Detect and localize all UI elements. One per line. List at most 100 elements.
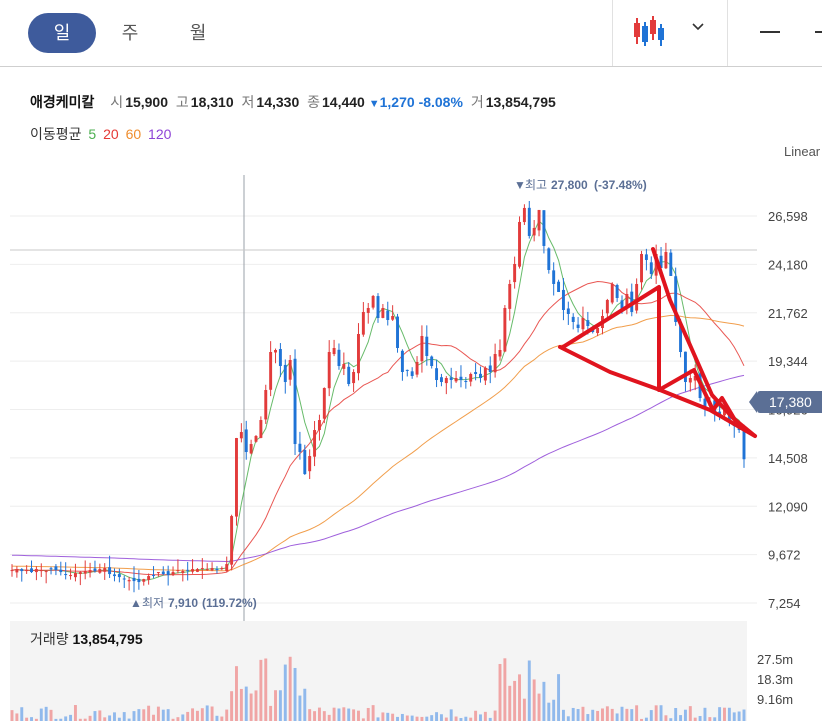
candle [635,278,639,314]
candle [435,359,439,388]
ma-label: 이동평균 [30,126,82,142]
candle [420,325,424,373]
candle [669,249,673,276]
candle [630,283,634,317]
candle [303,444,307,475]
tab-monthly[interactable]: 월 [189,23,207,43]
candles [10,200,746,593]
candle [127,576,131,591]
y-tick-label: 19,344 [768,354,808,369]
candle [601,309,604,335]
candle [659,247,663,270]
candle [552,262,556,296]
volume-label: 거 [470,94,484,110]
annotation-high-value: 27,800 [551,178,588,192]
candle [171,566,175,577]
tab-weekly[interactable]: 주 [121,23,139,43]
candle [576,317,580,333]
candle [30,560,33,573]
ma-60[interactable]: 60 [125,126,142,142]
candle [152,566,155,579]
candle [674,267,678,326]
annotation-low-value: 7,910 [168,596,198,610]
down-arrow-icon: ▼ [368,98,380,110]
candle [469,372,473,387]
candle [113,568,116,582]
y-tick-label: 12,090 [768,499,808,514]
candle [688,369,692,392]
scale-toggle[interactable]: Linear [784,144,821,159]
candle [644,248,648,271]
candle [561,277,565,321]
candle [191,559,195,574]
candle [83,560,87,580]
candle [278,343,282,377]
open-value: 15,900 [125,94,169,110]
candle [649,256,653,280]
candle [415,356,419,378]
candle [474,363,478,381]
open-label: 시 [110,94,124,110]
candle [166,565,170,586]
volume-value: 13,854,795 [485,94,556,110]
tab-daily[interactable]: 일 [28,13,96,53]
candle [503,305,507,353]
plus-icon[interactable] [815,31,822,33]
candle [200,558,204,579]
candle [430,355,434,369]
volume-title: 거래량 13,854,795 [30,629,143,649]
candlestick-icon[interactable] [633,16,667,48]
candle [493,343,497,378]
candle [156,571,160,577]
annotation-high-arrow: ▼ [514,178,526,192]
candle [73,563,77,582]
candle [44,570,48,584]
chevron-down-icon[interactable] [691,20,705,34]
volume-tick: 9.16m [757,692,793,707]
y-tick-label: 14,508 [768,451,808,466]
candle [308,449,312,480]
candle [596,327,600,337]
minus-icon[interactable] [760,31,780,33]
candle [522,204,526,225]
candle [10,564,14,577]
low-label: 저 [241,94,255,110]
stock-name: 애경케미칼 [30,94,95,110]
change-pct: -8.08% [418,94,463,110]
candle [347,362,351,387]
candle [15,566,19,578]
candle [683,351,687,392]
candle [225,556,229,573]
close-label: 종 [307,94,321,110]
candle [483,366,487,386]
candle [464,376,468,389]
candle [122,575,126,588]
candle [727,409,731,427]
candle [605,298,609,318]
moving-average-legend: 이동평균 5 20 60 120 [30,124,171,144]
candle [513,256,517,289]
candle [386,301,390,326]
candle [405,369,409,377]
annotation-high-pct: (-37.48%) [594,178,647,192]
candle [117,568,121,583]
candle [737,422,741,433]
candle [88,562,92,578]
ma-20[interactable]: 20 [103,126,119,142]
candle [342,352,346,376]
y-tick-label: 9,672 [768,548,801,563]
ma-5[interactable]: 5 [88,126,97,142]
volume-tick: 27.5m [757,652,793,667]
candle [732,421,736,438]
candle [20,568,24,582]
candle [269,341,273,397]
candle [508,279,512,321]
candle [547,247,551,274]
candle [542,210,546,254]
candle [454,370,458,383]
candle [108,555,112,578]
candle [283,359,287,394]
annotation-low-pct: (119.72%) [202,596,257,610]
y-tick-label: 26,598 [768,209,808,224]
ma-120[interactable]: 120 [148,126,172,142]
